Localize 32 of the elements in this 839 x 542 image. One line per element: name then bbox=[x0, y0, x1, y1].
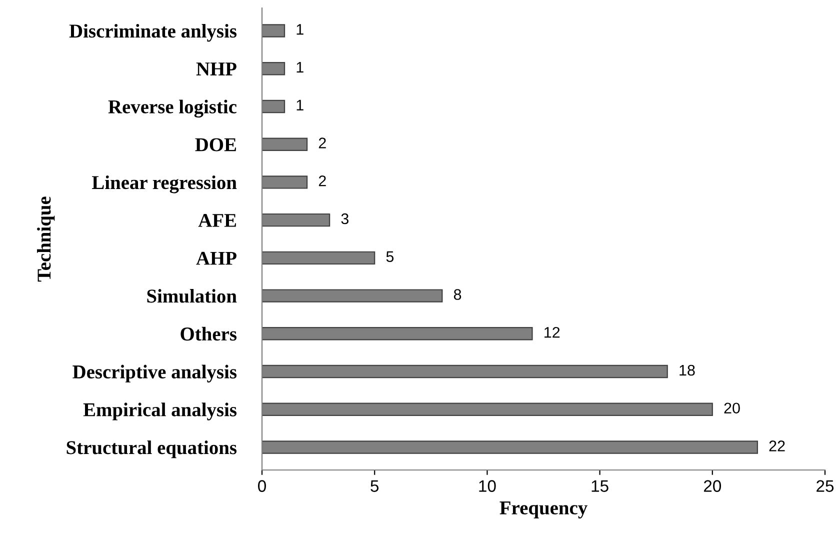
data-label: 5 bbox=[386, 251, 394, 262]
data-label: 22 bbox=[769, 440, 785, 452]
x-axis-title: Frequency bbox=[500, 502, 588, 518]
x-tick-label: 20 bbox=[704, 480, 722, 492]
data-label: 2 bbox=[318, 175, 326, 186]
x-tick-label: 0 bbox=[258, 480, 266, 492]
x-tick-label: 15 bbox=[592, 480, 608, 492]
y-tick-label: Descriptive analysis bbox=[72, 364, 237, 382]
data-label: 20 bbox=[724, 402, 740, 414]
data-label: 2 bbox=[318, 138, 326, 148]
data-label: 3 bbox=[341, 213, 348, 224]
data-label: 12 bbox=[544, 326, 560, 338]
x-tick-label: 10 bbox=[479, 480, 496, 492]
y-tick-label: Structural equations bbox=[66, 440, 237, 458]
x-tick-label: 25 bbox=[816, 480, 834, 492]
y-tick-label: Simulation bbox=[147, 289, 237, 303]
data-label: 1 bbox=[296, 24, 304, 35]
data-label: 1 bbox=[296, 100, 304, 110]
y-tick-label: Empirical analysis bbox=[83, 402, 237, 420]
y-tick-label: Others bbox=[180, 326, 237, 341]
y-tick-label: DOE bbox=[195, 138, 236, 152]
data-label: 1 bbox=[296, 62, 304, 73]
y-tick-label: AHP bbox=[196, 252, 236, 265]
y-tick-label: Linear regression bbox=[92, 175, 237, 194]
data-label: 18 bbox=[680, 364, 695, 376]
y-tick-label: AFE bbox=[198, 214, 236, 227]
x-tick-label: 5 bbox=[370, 480, 379, 492]
y-axis-title: Technique bbox=[37, 196, 55, 282]
y-tick-label: Reverse logistic bbox=[108, 100, 237, 118]
y-tick-label: Discriminate anlysis bbox=[69, 24, 237, 42]
y-tick-label: NHP bbox=[196, 62, 236, 76]
data-label: 8 bbox=[454, 289, 462, 300]
